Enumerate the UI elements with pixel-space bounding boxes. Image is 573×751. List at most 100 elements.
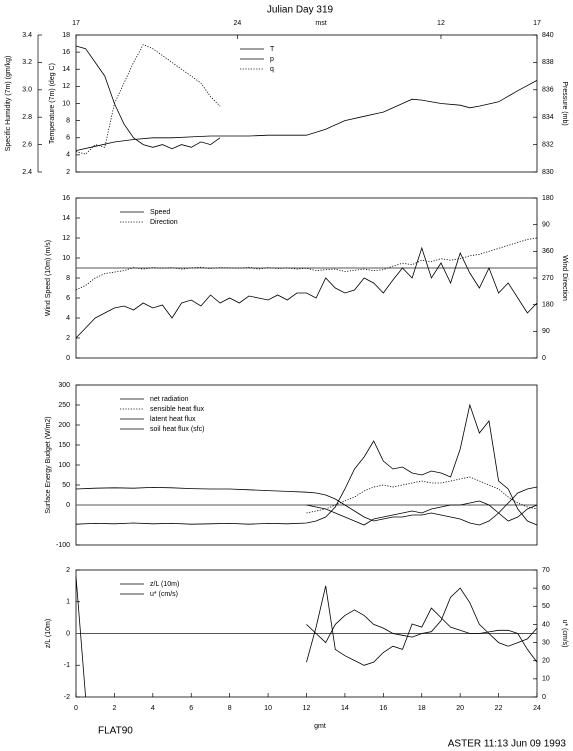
- y-tick-label: -2: [64, 694, 70, 701]
- y3-tick-label: 2.8: [22, 114, 32, 121]
- y-tick-label: 300: [58, 382, 70, 389]
- y-axis-label: Wind Speed (10m) (m/s): [45, 240, 52, 316]
- top-axis-label: mst: [315, 20, 326, 27]
- y-tick-label: 14: [62, 215, 70, 222]
- y-tick-label: 10: [62, 255, 70, 262]
- y-tick-label: 16: [62, 195, 70, 202]
- x-tick-label: 0: [74, 705, 78, 712]
- y2-tick-label: 30: [542, 639, 550, 646]
- y-axis-label: Temperature (7m) (deg C): [49, 63, 56, 144]
- y3-tick-label: 2.6: [22, 141, 32, 148]
- y-tick-label: 4: [66, 152, 70, 159]
- y2-tick-label: 180: [542, 302, 554, 309]
- y-tick-label: 8: [66, 275, 70, 282]
- plot-frame: [75, 384, 538, 546]
- y2-tick-label: 10: [542, 676, 550, 683]
- y2-tick-label: 0: [542, 694, 546, 701]
- y2-tick-label: 40: [542, 621, 550, 628]
- data-line: [75, 45, 221, 150]
- legend-label: q: [270, 66, 274, 73]
- data-line: [75, 246, 538, 339]
- legend-label: net radiation: [150, 396, 189, 403]
- legend-label: sensible heat flux: [150, 406, 205, 413]
- y-tick-label: 18: [62, 32, 70, 39]
- plot-frame: [75, 197, 538, 359]
- data-line: [75, 44, 221, 155]
- y-tick-label: 12: [62, 235, 70, 242]
- x-tick-label: 2: [112, 705, 116, 712]
- x-tick-label: 8: [228, 705, 232, 712]
- x-tick-label: 22: [495, 705, 503, 712]
- data-line: [75, 576, 538, 698]
- y-tick-label: 4: [66, 315, 70, 322]
- y2-tick-label: 270: [542, 275, 554, 282]
- x-tick-label: 24: [533, 705, 541, 712]
- legend-label: p: [270, 56, 274, 63]
- legend-label: T: [270, 46, 275, 53]
- y-tick-label: 0: [66, 355, 70, 362]
- x-tick-label: 12: [437, 20, 445, 27]
- y-tick-label: 14: [62, 66, 70, 73]
- y-tick-label: 200: [58, 422, 70, 429]
- y3-tick-label: 3.4: [22, 32, 32, 39]
- legend-label: Speed: [150, 209, 170, 216]
- data-line: [306, 587, 538, 647]
- y2-tick-label: 90: [542, 222, 550, 229]
- x-tick-label: 16: [379, 705, 387, 712]
- y2-tick-label: 832: [542, 141, 554, 148]
- y-tick-label: 2: [66, 567, 70, 574]
- y3-tick-label: 2.4: [22, 169, 32, 176]
- x-axis-label: gmt: [314, 723, 326, 730]
- y-tick-label: 2: [66, 335, 70, 342]
- legend-label: u* (cm/s): [150, 591, 178, 598]
- y2-tick-label: 360: [542, 248, 554, 255]
- y2-tick-label: 0: [542, 355, 546, 362]
- y-tick-label: 6: [66, 295, 70, 302]
- y2-tick-label: 70: [542, 567, 550, 574]
- data-line: [75, 486, 538, 526]
- x-tick-label: 6: [189, 705, 193, 712]
- y2-tick-label: 60: [542, 585, 550, 592]
- chart-title: Julian Day 319: [267, 5, 334, 16]
- y-axis-label: Surface Energy Budget (W/m2): [45, 416, 52, 513]
- y-tick-label: -100: [56, 542, 70, 549]
- y-tick-label: 150: [58, 442, 70, 449]
- y2-tick-label: 840: [542, 32, 554, 39]
- y-tick-label: 6: [66, 135, 70, 142]
- y-tick-label: 0: [66, 630, 70, 637]
- x-tick-label: 17: [72, 20, 80, 27]
- x-tick-label: 17: [533, 20, 541, 27]
- y-tick-label: 250: [58, 402, 70, 409]
- y2-axis-label: u* (cm/s): [561, 620, 568, 648]
- y-tick-label: 0: [66, 502, 70, 509]
- legend-label: latent heat flux: [150, 416, 196, 423]
- y2-tick-label: 20: [542, 658, 550, 665]
- y2-tick-label: 834: [542, 114, 554, 121]
- data-line: [306, 476, 538, 514]
- y-tick-label: 10: [62, 100, 70, 107]
- y2-tick-label: 830: [542, 169, 554, 176]
- y-tick-label: 2: [66, 169, 70, 176]
- x-tick-label: 10: [264, 705, 272, 712]
- x-tick-label: 12: [303, 705, 311, 712]
- y-tick-label: 100: [58, 462, 70, 469]
- legend-label: soil heat flux (sfc): [150, 426, 204, 433]
- y-tick-label: 8: [66, 117, 70, 124]
- y3-tick-label: 3.2: [22, 59, 32, 66]
- legend-label: Direction: [150, 219, 178, 226]
- y2-tick-label: 836: [542, 87, 554, 94]
- footer-left: FLAT90: [98, 726, 133, 737]
- y3-axis-label: Specific Humidity (7m) (gm/kg): [5, 56, 12, 152]
- x-tick-label: 18: [418, 705, 426, 712]
- y-tick-label: -1: [64, 662, 70, 669]
- y2-tick-label: 180: [542, 195, 554, 202]
- y-axis-label: z/L (10m): [45, 619, 52, 648]
- y2-axis-label: Wind Direction: [561, 255, 568, 301]
- y2-tick-label: 90: [542, 328, 550, 335]
- y-tick-label: 16: [62, 49, 70, 56]
- data-line: [75, 403, 538, 526]
- data-line: [75, 237, 538, 291]
- y3-tick-label: 3.0: [22, 87, 32, 94]
- data-line: [75, 80, 538, 151]
